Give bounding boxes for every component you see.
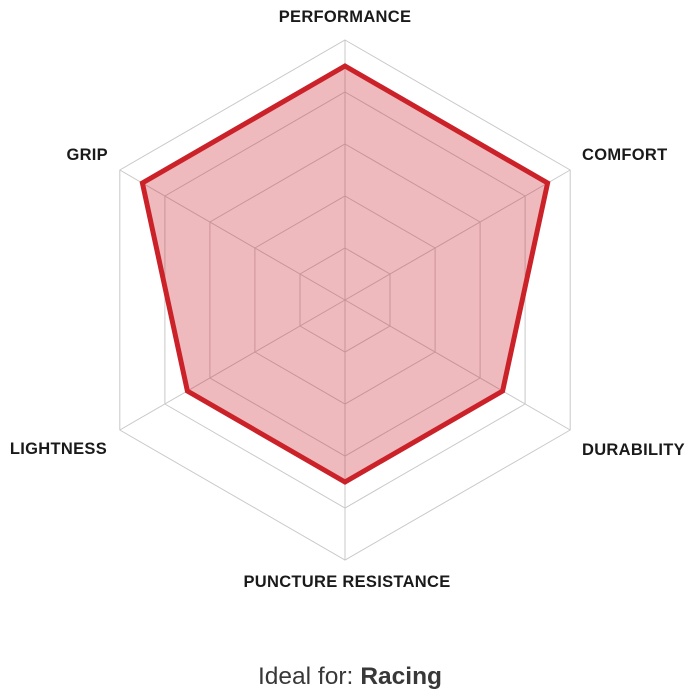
data-polygon	[139, 63, 551, 485]
axis-label-comfort: COMFORT	[582, 146, 668, 164]
ideal-for-label: Ideal for:	[257, 663, 354, 690]
axis-label-grip: GRIP	[66, 146, 108, 164]
axis-label-durability: DURABILITY	[582, 441, 685, 459]
radar-chart	[119, 39, 571, 561]
axis-label-puncture-resistance: PUNCTURE RESISTANCE	[243, 573, 451, 591]
axis-spoke	[119, 299, 346, 431]
axis-spoke	[344, 299, 571, 431]
ideal-for-value: Racing	[360, 663, 443, 690]
axis-label-lightness: LIGHTNESS	[9, 440, 107, 458]
axis-spoke	[344, 169, 571, 301]
ideal-for-caption: Ideal for: Racing	[0, 662, 700, 692]
axis-spoke	[119, 169, 346, 301]
axis-label-performance: PERFORMANCE	[278, 8, 412, 26]
